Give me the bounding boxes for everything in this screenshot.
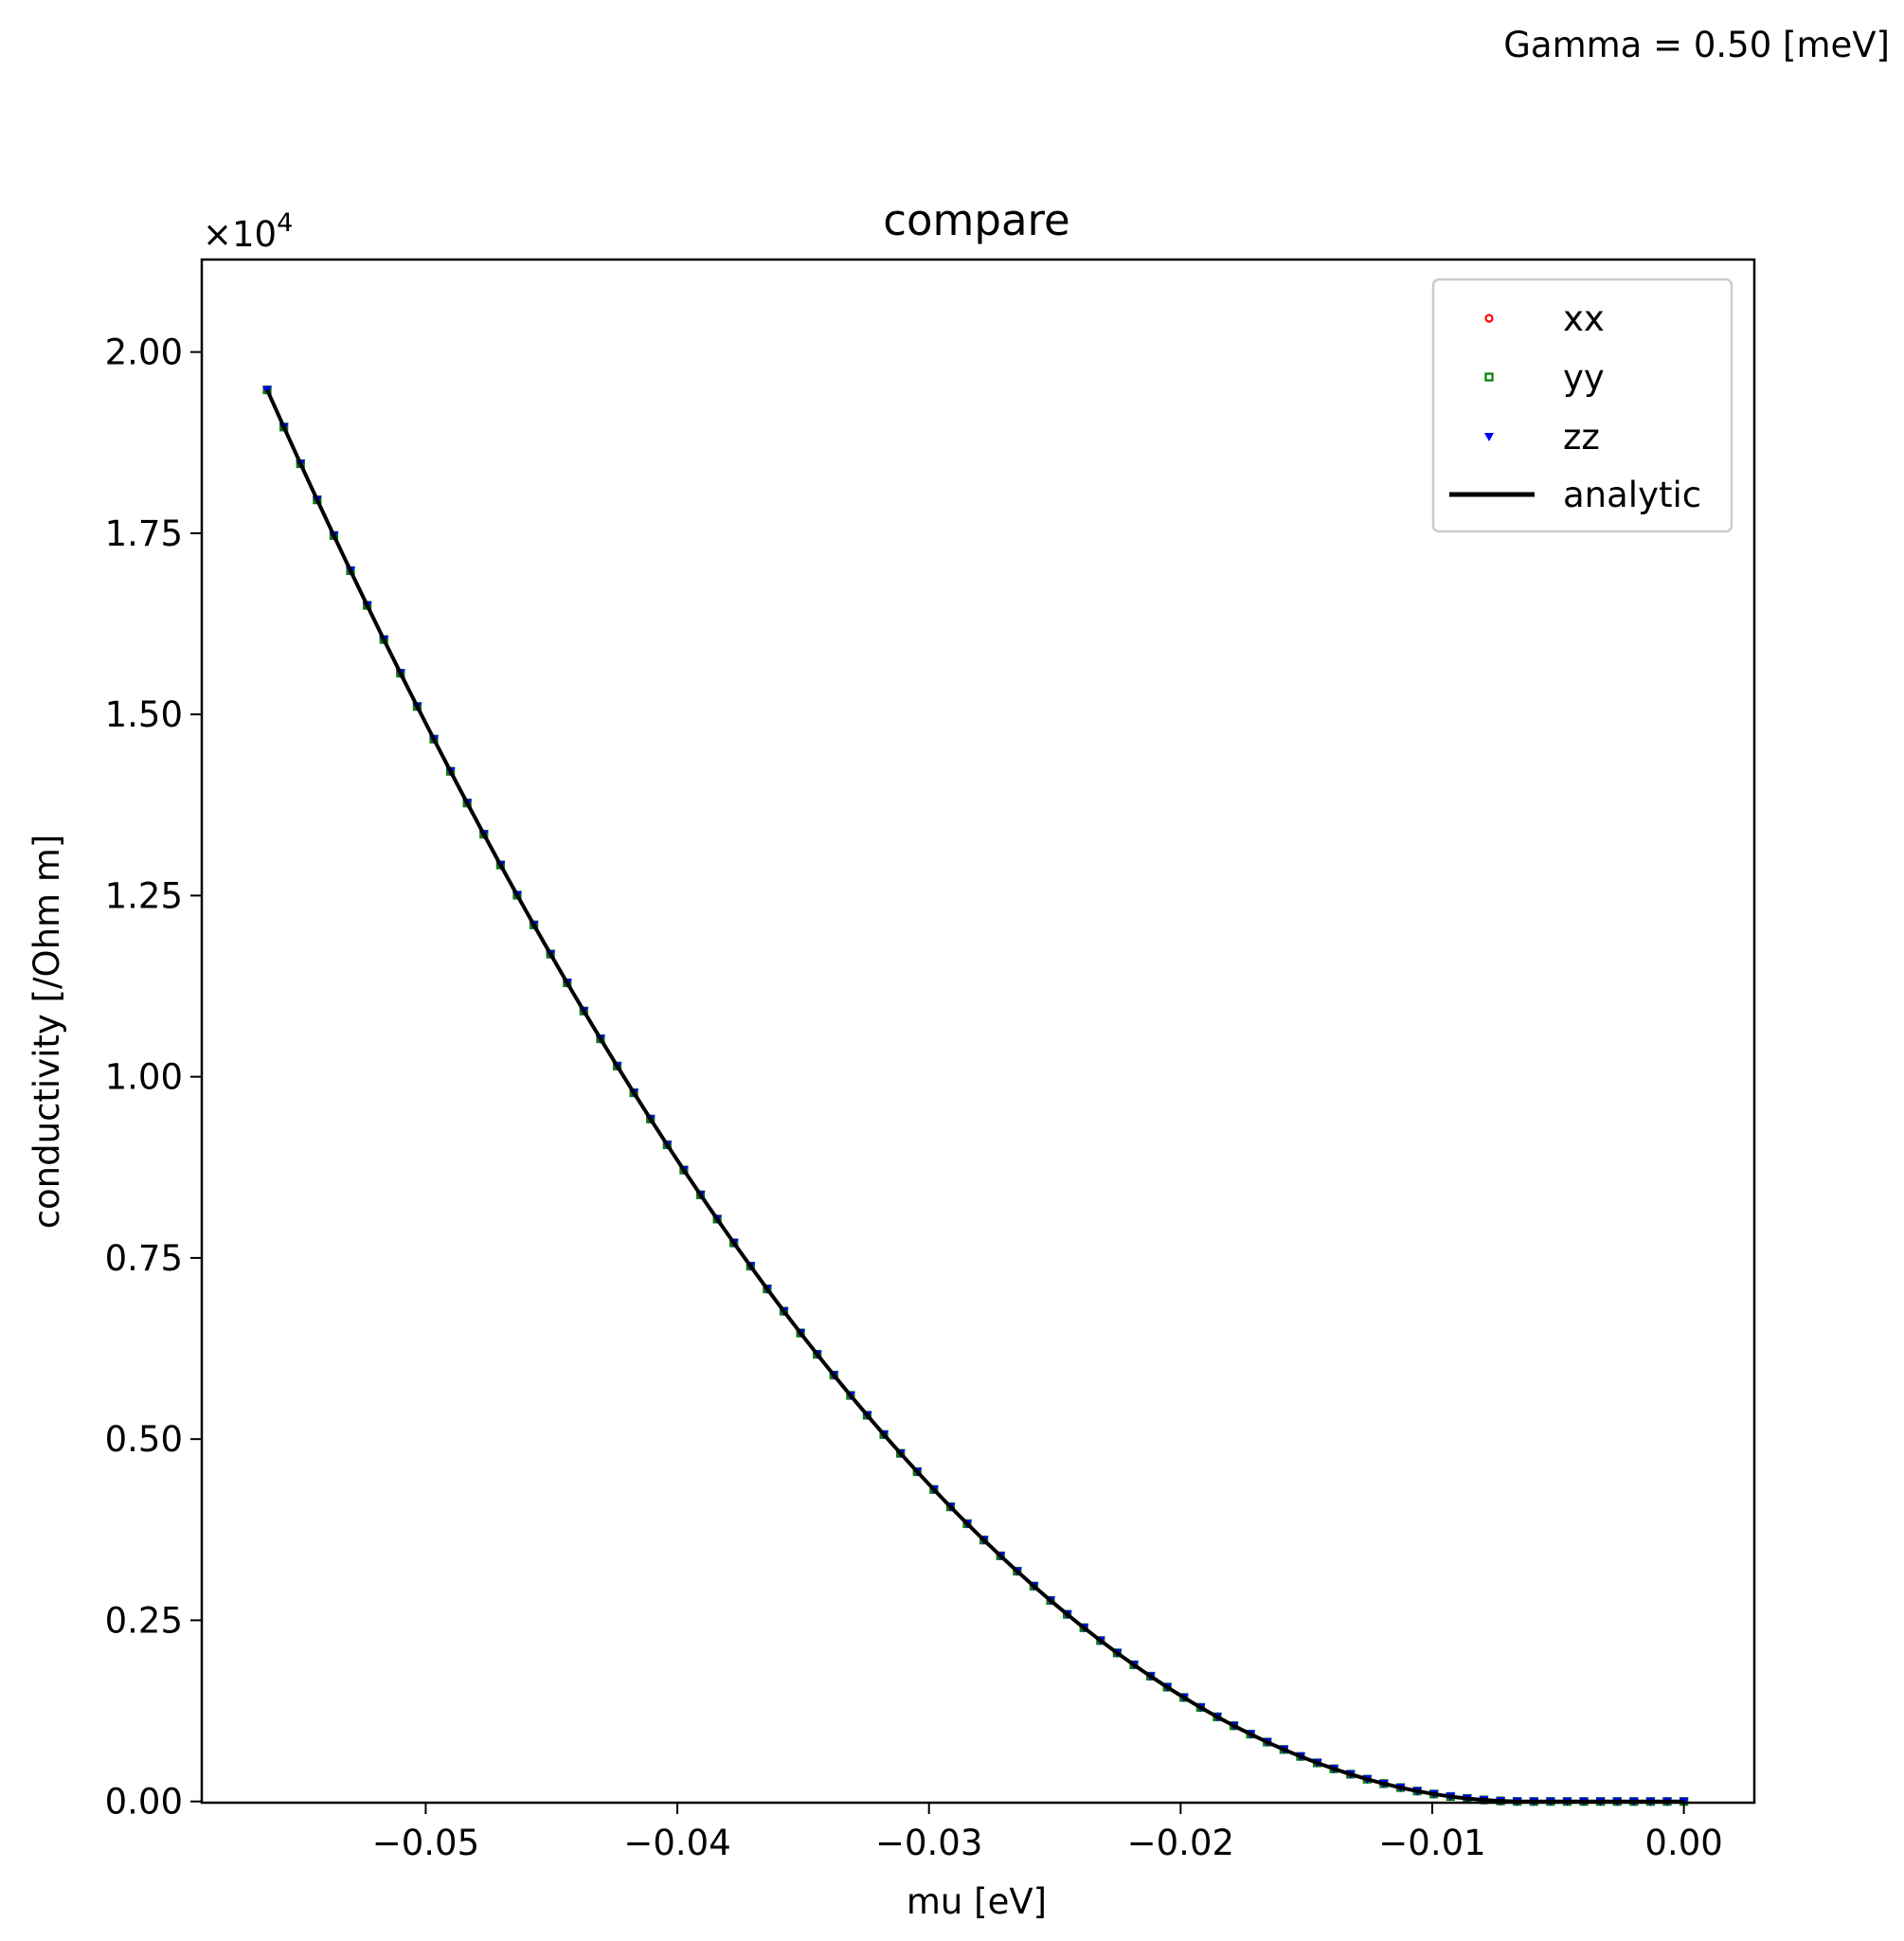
legend-marker-xx xyxy=(1484,314,1494,323)
x-tick-label: −0.03 xyxy=(875,1823,982,1863)
y-offset-base: ×10 xyxy=(203,214,277,255)
chart-title: compare xyxy=(883,195,1069,245)
figure-suptitle: Gamma = 0.50 [meV] xyxy=(1503,25,1890,65)
x-axis-label: mu [eV] xyxy=(907,1881,1047,1922)
legend-frame xyxy=(1431,278,1733,533)
x-tick-label: −0.04 xyxy=(623,1823,730,1863)
x-tick-label: −0.01 xyxy=(1378,1823,1485,1863)
axes-frame xyxy=(200,258,1756,1805)
legend-marker-zz xyxy=(1484,433,1494,441)
y-offset-label: ×104 xyxy=(203,208,293,255)
legend-label-yy: yy xyxy=(1563,357,1605,398)
y-tick-label: 1.50 xyxy=(105,694,183,735)
x-tick-label: −0.02 xyxy=(1127,1823,1234,1863)
x-axis: −0.05 −0.04 −0.03 −0.02 −0.01 0.00 xyxy=(372,1803,1723,1863)
legend-label-analytic: analytic xyxy=(1563,475,1701,515)
legend: xx yy zz analytic xyxy=(1431,278,1733,533)
y-axis: 0.00 0.25 0.50 0.75 1.00 1.25 1.50 1.75 2.00 xyxy=(105,332,202,1823)
y-tick-label: 2.00 xyxy=(105,332,183,373)
y-axis-label: conductivity [/Ohm m] xyxy=(27,835,67,1230)
y-tick-label: 0.25 xyxy=(105,1600,183,1641)
y-offset-exponent: 4 xyxy=(277,208,293,238)
data-layer xyxy=(262,385,1689,1806)
legend-label-xx: xx xyxy=(1563,298,1605,339)
analytic-line xyxy=(265,388,1684,1804)
y-tick-label: 0.75 xyxy=(105,1238,183,1279)
y-tick-label: 1.00 xyxy=(105,1057,183,1098)
legend-label-zz: zz xyxy=(1563,417,1600,458)
legend-marker-yy xyxy=(1484,372,1494,382)
x-tick-label: 0.00 xyxy=(1644,1823,1722,1863)
x-tick-label: −0.05 xyxy=(372,1823,479,1863)
y-tick-label: 0.50 xyxy=(105,1419,183,1460)
y-tick-label: 1.75 xyxy=(105,513,183,554)
y-tick-label: 0.00 xyxy=(105,1782,183,1823)
y-tick-label: 1.25 xyxy=(105,875,183,916)
